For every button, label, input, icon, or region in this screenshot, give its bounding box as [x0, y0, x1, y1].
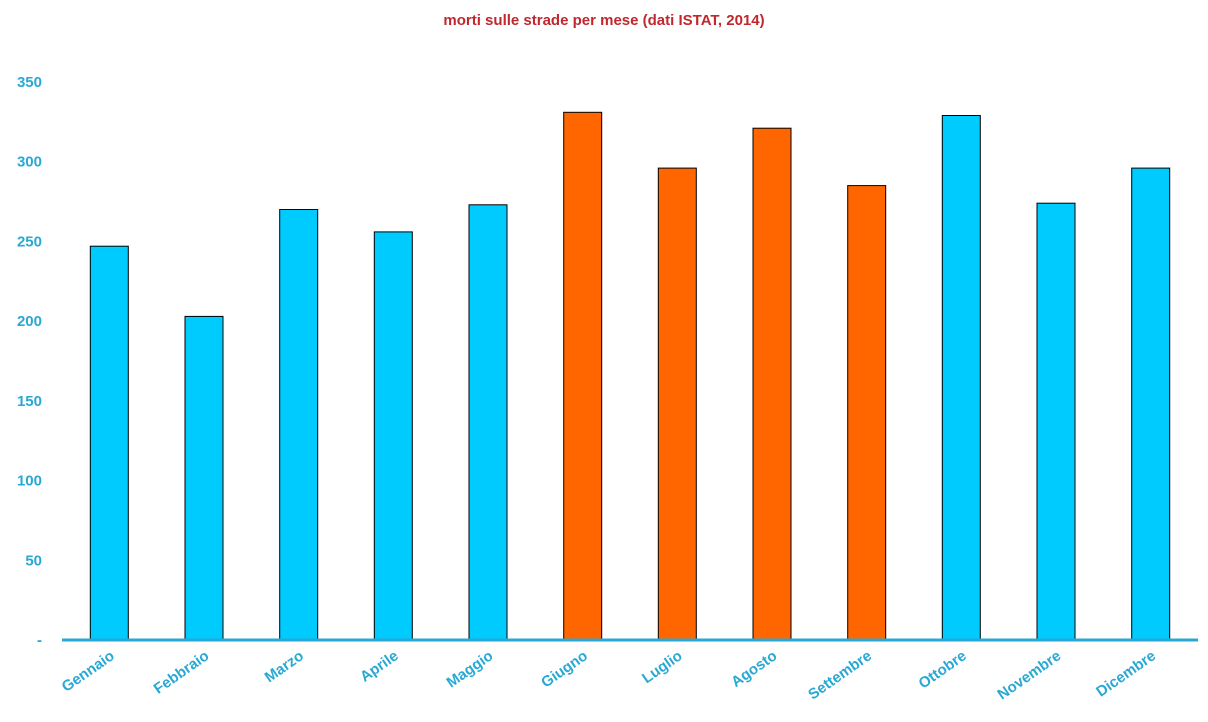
x-tick-label: Maggio [444, 647, 497, 691]
x-tick-labels: Gennaio Febbraio Marzo Aprile Maggio Giugno Lu… [59, 647, 1159, 703]
bars-layer [89, 111, 1171, 641]
bar-marzo [279, 209, 319, 641]
bar-luglio [657, 167, 697, 641]
y-tick-label: 100 [17, 473, 42, 490]
bar-aprile [373, 231, 413, 641]
y-tick-label: 300 [17, 154, 42, 171]
bar-ottobre [941, 115, 981, 641]
x-tick-label: Giugno [538, 647, 591, 691]
x-tick-label: Luglio [639, 647, 686, 687]
bar-agosto [752, 127, 792, 641]
x-tick-label: Marzo [262, 647, 307, 686]
bar-dicembre [1131, 167, 1171, 641]
y-tick-label: 250 [17, 233, 42, 250]
y-tick-label: 350 [17, 74, 42, 91]
bar-gennaio [89, 245, 129, 641]
bar-maggio [468, 204, 508, 641]
chart-title: morti sulle strade per mese (dati ISTAT,… [443, 12, 765, 29]
x-tick-label: Febbraio [151, 647, 213, 697]
y-tick-label: 150 [17, 393, 42, 410]
bar-novembre [1036, 202, 1076, 641]
y-tick-label: 200 [17, 313, 42, 330]
y-tick-label: 50 [25, 552, 42, 569]
x-tick-label: Aprile [357, 647, 402, 685]
bar-settembre [847, 185, 887, 641]
x-tick-label: Settembre [805, 647, 875, 703]
y-tick-labels: - 50 100 150 200 250 300 350 [17, 74, 42, 649]
x-tick-label: Agosto [728, 647, 780, 691]
x-tick-label: Gennaio [59, 647, 118, 695]
x-tick-label: Ottobre [916, 647, 970, 692]
bar-febbraio [184, 315, 224, 641]
y-tick-label: - [37, 632, 42, 649]
x-tick-label: Novembre [994, 647, 1064, 703]
x-tick-label: Dicembre [1093, 647, 1159, 700]
bar-giugno [563, 111, 603, 641]
